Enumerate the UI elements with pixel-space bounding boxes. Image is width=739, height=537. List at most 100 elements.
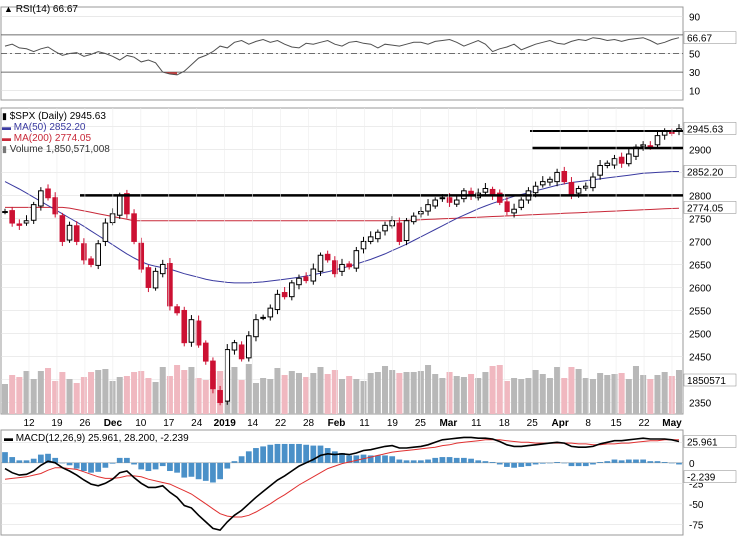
candle-body — [2, 211, 8, 214]
ma200-curve — [5, 206, 680, 222]
candle-body — [274, 293, 281, 311]
macd-histogram-bar — [374, 455, 381, 463]
volume-legend: ▮ Volume 1,850,571,008 — [2, 144, 110, 155]
volume-bar — [446, 372, 453, 414]
macd-histogram-bar — [575, 462, 582, 467]
volume-bar — [30, 379, 37, 414]
volume-bar — [575, 369, 582, 414]
macd-histogram-bar — [518, 462, 525, 467]
macd-histogram-bar — [88, 462, 94, 473]
macd-histogram-bar — [138, 462, 145, 470]
ma50-legend: ▬ MA(50) 2852.20 — [2, 122, 110, 133]
macd-histogram-bar — [238, 456, 245, 463]
macd-histogram-bar — [633, 459, 639, 463]
macd-legend: ▬ MACD(12,26,9) 25.961, 28.200, -2.239 — [4, 433, 189, 444]
macd-histogram-bar — [547, 462, 553, 464]
candle-body — [332, 260, 338, 275]
volume-bar — [303, 377, 310, 414]
candle-body — [597, 165, 603, 176]
macd-histogram-bar — [167, 462, 173, 472]
macd-histogram-bar — [661, 461, 668, 463]
ma200-legend-label: MA(200) 2774.05 — [13, 133, 92, 144]
volume-bar — [403, 372, 410, 414]
macd-histogram-bar — [231, 461, 238, 463]
macd-panel: -75 -50 -25 0 25.961 -2.239 — [0, 429, 737, 536]
candle-body — [547, 178, 553, 183]
macd-histogram-bar — [260, 446, 266, 463]
volume-bar — [425, 365, 432, 414]
macd-histogram-bar — [611, 459, 618, 463]
volume-bar — [647, 379, 654, 414]
date-tick-label: 26 — [79, 418, 91, 429]
symbol-legend-label: $SPX (Daily) 2945.63 — [9, 111, 106, 122]
date-tick-label: 2019 — [214, 418, 237, 429]
rsi-tick-label: 50 — [689, 50, 701, 61]
date-tick-label: 25 — [527, 418, 539, 429]
candle-body — [9, 210, 15, 224]
macd-histogram-bar — [554, 461, 560, 463]
volume-bar — [195, 378, 202, 414]
date-tick-label: 11 — [471, 418, 482, 429]
candle-body — [375, 231, 381, 240]
candle-body — [30, 204, 37, 221]
macd-histogram-bar — [439, 457, 446, 463]
volume-bar — [353, 379, 360, 414]
macd-histogram-bar — [102, 462, 109, 468]
macd-histogram-bar — [152, 462, 159, 470]
macd-histogram-bar — [461, 457, 467, 463]
volume-bar — [238, 380, 245, 414]
macd-tick-label: -75 — [689, 520, 704, 531]
date-tick-label: 25 — [415, 418, 427, 429]
candle-body — [210, 360, 216, 390]
volume-bar — [66, 379, 73, 414]
volume-bar — [382, 366, 389, 414]
candle-body — [73, 225, 80, 242]
volume-bar — [518, 379, 525, 414]
volume-bar — [181, 370, 188, 414]
macd-histogram-bar — [511, 462, 517, 468]
macd-histogram-bar — [245, 451, 252, 463]
candle-body — [23, 220, 30, 224]
macd-histogram-bar — [561, 462, 568, 464]
volume-bar — [597, 373, 604, 414]
candle-body — [152, 270, 159, 289]
macd-histogram-bar — [66, 462, 73, 466]
macd-histogram-bar — [353, 455, 360, 463]
volume-bar — [396, 373, 403, 414]
candle-body — [518, 199, 525, 208]
candle-body — [145, 267, 152, 288]
macd-histogram-bar — [418, 460, 424, 463]
volume-bar — [37, 371, 44, 414]
date-tick-label: 22 — [638, 418, 650, 429]
candle-body — [310, 268, 317, 282]
volume-bar — [625, 379, 632, 414]
symbol-legend: ▮ $SPX (Daily) 2945.63 — [2, 111, 110, 122]
volume-bar — [417, 371, 424, 414]
macd-histogram-bar — [532, 462, 539, 465]
rsi-legend: ▲ RSI(14) 66.67 — [4, 4, 78, 15]
volume-last-tag-box — [683, 373, 737, 387]
macd-legend-label: MACD(12,26,9) 25.961, 28.200, -2.239 — [15, 433, 189, 444]
volume-bar — [324, 374, 331, 414]
candle-body — [66, 224, 73, 241]
candle-body — [403, 220, 410, 242]
candle-body — [618, 156, 625, 164]
volume-bar — [245, 364, 252, 414]
candle-body — [561, 171, 568, 183]
macd-histogram-bar — [640, 459, 647, 463]
candle-body — [425, 204, 431, 212]
volume-bar — [410, 372, 417, 414]
date-tick-label: Feb — [328, 418, 346, 429]
volume-bar — [496, 365, 503, 414]
price-tick-label: 2650 — [689, 260, 712, 271]
volume-bar — [611, 374, 618, 414]
macd-tick-label: -50 — [689, 500, 704, 511]
candle-body — [339, 263, 345, 272]
volume-bar — [88, 372, 95, 414]
candle-body — [59, 215, 66, 242]
macd-histogram-bar — [568, 462, 575, 467]
macd-histogram-bar — [647, 461, 654, 463]
price-tick-label: 2450 — [689, 352, 712, 363]
candle-body — [116, 194, 123, 216]
